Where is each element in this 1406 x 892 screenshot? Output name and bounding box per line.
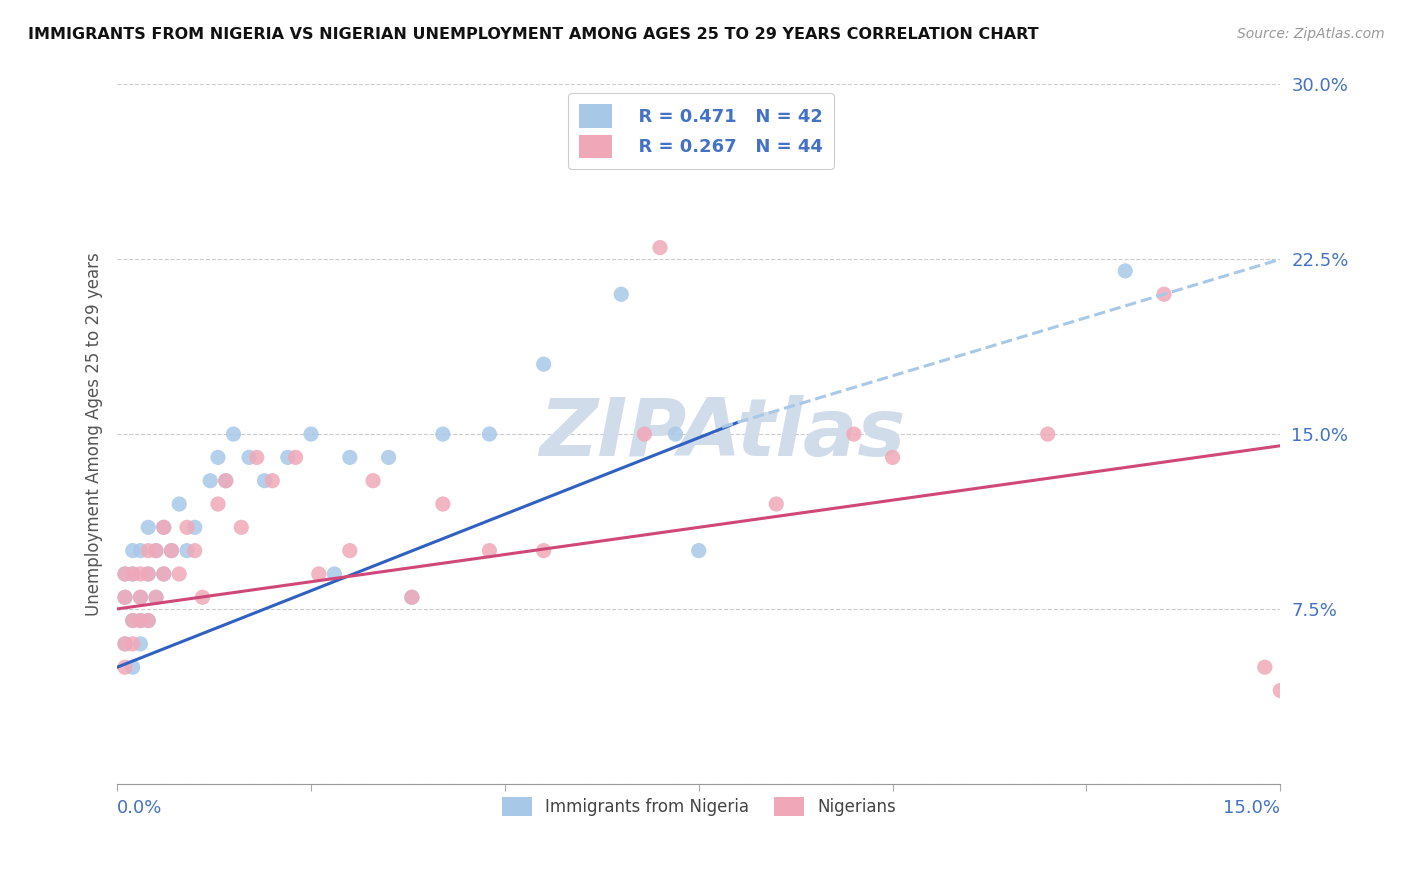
Point — [145, 543, 167, 558]
Point — [121, 566, 143, 581]
Text: Source: ZipAtlas.com: Source: ZipAtlas.com — [1237, 27, 1385, 41]
Point — [136, 566, 159, 581]
Point — [136, 614, 159, 628]
Point — [167, 497, 190, 511]
Point — [167, 566, 190, 581]
Point — [222, 427, 245, 442]
Point — [238, 450, 260, 465]
Point — [121, 543, 143, 558]
Point — [478, 543, 501, 558]
Point — [1114, 264, 1136, 278]
Point — [129, 614, 152, 628]
Point — [533, 543, 555, 558]
Point — [1270, 683, 1292, 698]
Point — [299, 427, 322, 442]
Point — [215, 474, 238, 488]
Point — [401, 591, 423, 605]
Point — [432, 497, 454, 511]
Point — [152, 566, 174, 581]
Point — [152, 520, 174, 534]
Text: IMMIGRANTS FROM NIGERIA VS NIGERIAN UNEMPLOYMENT AMONG AGES 25 TO 29 YEARS CORRE: IMMIGRANTS FROM NIGERIA VS NIGERIAN UNEM… — [28, 27, 1039, 42]
Point — [184, 543, 207, 558]
Point — [215, 474, 238, 488]
Point — [765, 497, 787, 511]
Y-axis label: Unemployment Among Ages 25 to 29 years: Unemployment Among Ages 25 to 29 years — [86, 252, 103, 616]
Point — [882, 450, 904, 465]
Point — [231, 520, 253, 534]
Point — [121, 660, 143, 674]
Point — [191, 591, 214, 605]
Point — [361, 474, 384, 488]
Point — [664, 427, 686, 442]
Point — [339, 450, 361, 465]
Point — [136, 614, 159, 628]
Point — [136, 566, 159, 581]
Point — [246, 450, 269, 465]
Text: 0.0%: 0.0% — [117, 799, 163, 817]
Point — [262, 474, 284, 488]
Point — [160, 543, 183, 558]
Point — [533, 357, 555, 371]
Point — [842, 427, 865, 442]
Point — [207, 450, 229, 465]
Point — [145, 591, 167, 605]
Point — [478, 427, 501, 442]
Text: 15.0%: 15.0% — [1223, 799, 1281, 817]
Legend: Immigrants from Nigeria, Nigerians: Immigrants from Nigeria, Nigerians — [494, 789, 904, 824]
Point — [152, 566, 174, 581]
Point — [1153, 287, 1175, 301]
Point — [432, 427, 454, 442]
Point — [129, 614, 152, 628]
Point — [742, 147, 765, 161]
Point — [176, 543, 198, 558]
Point — [114, 637, 136, 651]
Point — [323, 566, 346, 581]
Point — [129, 543, 152, 558]
Point — [1036, 427, 1059, 442]
Point — [339, 543, 361, 558]
Point — [401, 591, 423, 605]
Point — [145, 591, 167, 605]
Point — [114, 637, 136, 651]
Point — [136, 520, 159, 534]
Point — [152, 520, 174, 534]
Point — [121, 614, 143, 628]
Point — [129, 566, 152, 581]
Point — [129, 637, 152, 651]
Point — [114, 566, 136, 581]
Point — [129, 591, 152, 605]
Point — [633, 427, 655, 442]
Point — [1254, 660, 1277, 674]
Point — [114, 591, 136, 605]
Point — [176, 520, 198, 534]
Point — [114, 566, 136, 581]
Point — [160, 543, 183, 558]
Point — [377, 450, 399, 465]
Point — [121, 566, 143, 581]
Point — [648, 241, 671, 255]
Point — [688, 543, 710, 558]
Point — [277, 450, 299, 465]
Point — [284, 450, 307, 465]
Point — [253, 474, 276, 488]
Point — [610, 287, 633, 301]
Point — [184, 520, 207, 534]
Text: ZIPAtlas: ZIPAtlas — [538, 395, 905, 473]
Point — [114, 591, 136, 605]
Point — [136, 543, 159, 558]
Point — [145, 543, 167, 558]
Point — [121, 614, 143, 628]
Point — [129, 591, 152, 605]
Point — [121, 637, 143, 651]
Point — [200, 474, 222, 488]
Point — [207, 497, 229, 511]
Point — [308, 566, 330, 581]
Point — [114, 660, 136, 674]
